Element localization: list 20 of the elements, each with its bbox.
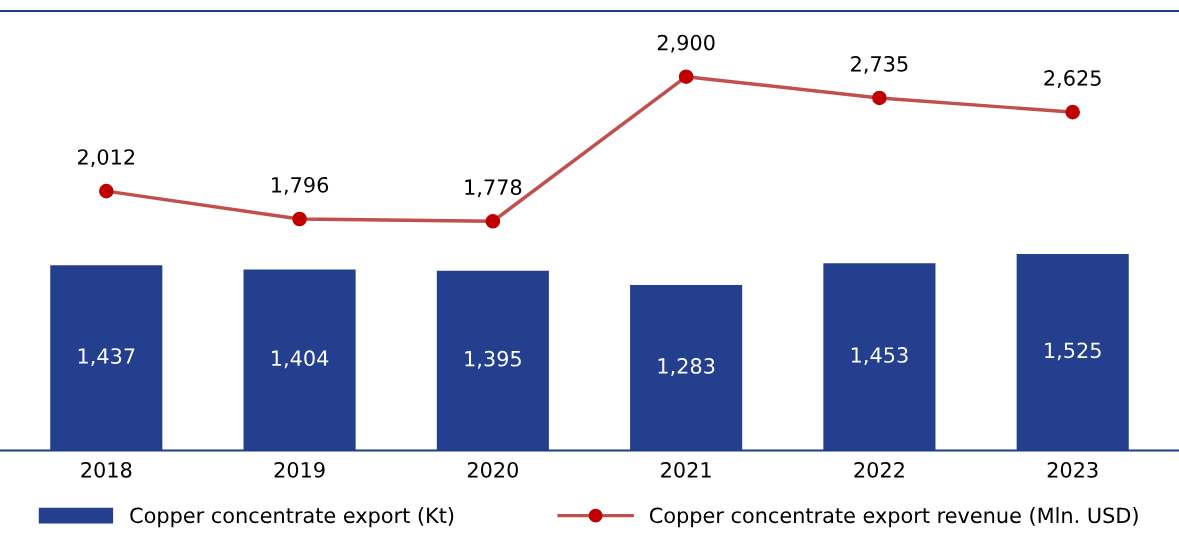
data-label: 1,395	[465, 350, 521, 369]
x-tick-label: 2022	[854, 461, 904, 478]
data-label: 1,437	[78, 348, 135, 367]
legend-label: Copper concentrate export (Kt)	[130, 507, 454, 528]
data-label: 1,283	[658, 358, 715, 376]
data-label: 2,625	[1044, 70, 1101, 89]
legend-label: Copper concentrate export revenue (Mln. USD)	[649, 507, 1138, 528]
data-label: 1,453	[851, 347, 908, 365]
x-tick-label: 2020	[467, 461, 518, 478]
x-tick-label: 2019	[274, 461, 325, 478]
x-tick-label: 2018	[81, 461, 132, 478]
data-label: 2,735	[851, 55, 908, 74]
data-label: 1,796	[272, 176, 329, 195]
x-tick-label: 2023	[1047, 461, 1098, 478]
data-label: 2,900	[657, 34, 715, 53]
data-label: 1,778	[465, 179, 522, 198]
x-tick-label: 2021	[661, 461, 711, 478]
data-label: 1,525	[1045, 342, 1101, 361]
data-label: 2,012	[78, 149, 135, 168]
data-label: 1,404	[272, 350, 329, 369]
